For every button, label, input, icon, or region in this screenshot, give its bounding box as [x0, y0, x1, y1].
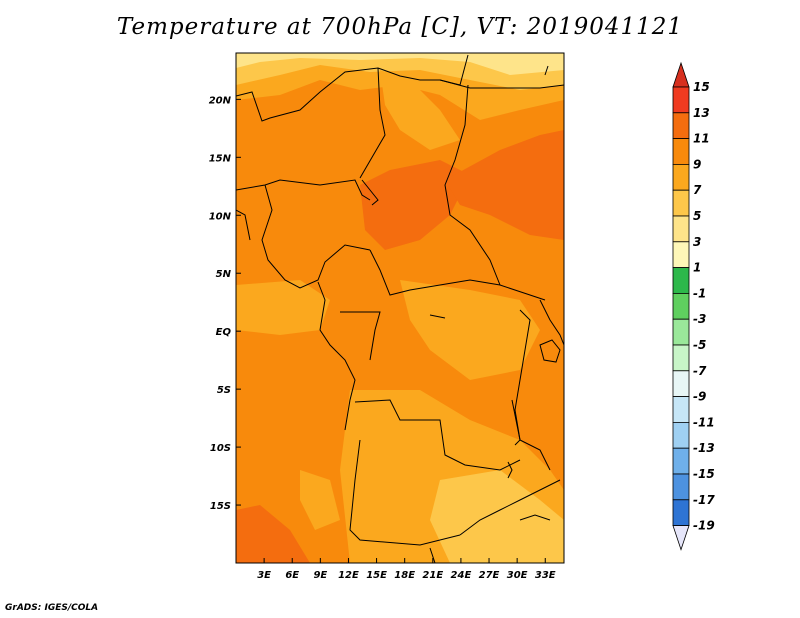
x-tick-label: 18E	[394, 570, 415, 581]
colorbar-box	[672, 447, 690, 475]
boundary-chad-sudan	[444, 84, 501, 286]
boundary-angola-north	[354, 399, 521, 471]
y-tick-label: 5S	[217, 385, 231, 396]
map-frame	[235, 52, 565, 564]
colorbar-box	[672, 112, 690, 140]
colorbar-label: -11	[693, 415, 715, 429]
field-zone-central-north-9	[380, 70, 460, 150]
colorbar-label: 11	[693, 132, 710, 146]
x-tick-label: 15E	[366, 570, 387, 581]
boundary-car-south	[369, 249, 546, 301]
boundary-niger-chad	[359, 67, 386, 179]
colorbar-box	[672, 267, 690, 294]
colorbar-box	[672, 86, 690, 114]
field-zone-north-5	[236, 53, 564, 75]
colorbar-label: 3	[693, 235, 701, 249]
latitude-axis: 20N 15N 10N 5N EQ 5S 10S 15S	[209, 95, 241, 512]
field-zone-southwest-13	[236, 505, 310, 563]
field-zone-west-9	[236, 280, 330, 335]
boundary-libya-egypt	[439, 79, 564, 89]
lake-mweru	[507, 461, 513, 479]
boundary-angola-south	[349, 439, 461, 546]
field-zone-hot-east-13	[445, 130, 564, 240]
colorbar-bottom-arrow	[672, 525, 690, 551]
colorbar-label: -19	[693, 519, 715, 533]
x-tick-label: 12E	[338, 570, 359, 581]
y-tick-label: 20N	[209, 95, 232, 106]
colorbar-label: 9	[693, 157, 701, 171]
colorbar-box	[672, 215, 690, 243]
colorbar-label: 7	[693, 183, 702, 197]
lake-tanganyika	[511, 399, 521, 446]
country-boundaries	[236, 54, 564, 563]
colorbar-box	[672, 163, 690, 191]
colorbar-box	[672, 344, 690, 372]
field-zone-hot-core-13	[360, 160, 470, 250]
colorbar-label: 1	[693, 261, 701, 275]
boundary-gabon-coast	[317, 281, 356, 431]
colorbar-box	[672, 292, 690, 320]
field-zone-congo-9	[400, 280, 540, 380]
grads-credit: GrADS: IGES/COLA	[5, 603, 99, 613]
colorbar-label: 13	[693, 106, 710, 120]
lake-victoria	[539, 339, 561, 363]
colorbar-box	[672, 241, 690, 269]
colorbar-box	[672, 421, 690, 449]
colorbar-label: -17	[693, 493, 715, 507]
colorbar-label: -3	[693, 312, 706, 326]
colorbar-label: 15	[693, 80, 710, 94]
colorbar-box	[672, 499, 690, 526]
colorbar: 15 13 11 9 7 5 3 1 -1 -3 -5 -7 -9 -11 -13 -15 -17 -19	[672, 61, 715, 551]
boundary-zambia-south	[459, 479, 561, 536]
field-zone-south-7	[430, 470, 564, 563]
lake-chad	[361, 179, 379, 206]
y-tick-label: 15N	[209, 153, 232, 164]
colorbar-label: -5	[693, 338, 706, 352]
colorbar-label: -13	[693, 441, 715, 455]
boundary-coast-guinea	[236, 209, 251, 241]
x-tick-label: 21E	[422, 570, 443, 581]
colorbar-label: -1	[693, 286, 706, 300]
x-tick-label: 27E	[479, 570, 500, 581]
field-zone-coastal-9	[300, 470, 340, 530]
colorbar-top-arrow	[672, 61, 690, 88]
colorbar-label: 5	[693, 209, 701, 223]
page-title: Temperature at 700hPa [C], VT: 201904112…	[116, 14, 684, 40]
boundary-uganda	[539, 299, 564, 346]
x-tick-label: 24E	[451, 570, 472, 581]
river-congo-1	[429, 314, 446, 319]
colorbar-box	[672, 396, 690, 423]
boundary-lake-kariba	[519, 514, 551, 521]
coast-nile-delta	[544, 65, 549, 76]
y-tick-label: 5N	[216, 269, 232, 280]
temperature-field	[236, 53, 564, 563]
colorbar-label: -9	[693, 390, 706, 404]
x-tick-label: 33E	[535, 570, 556, 581]
colorbar-label: -7	[693, 364, 707, 378]
boundary-botswana	[429, 547, 436, 563]
colorbar-box	[672, 318, 690, 346]
x-tick-label: 30E	[507, 570, 528, 581]
colorbar-box	[672, 473, 690, 501]
colorbar-label: -15	[693, 467, 715, 481]
x-tick-label: 9E	[313, 570, 327, 581]
colorbar-box	[672, 138, 690, 165]
boundary-great-lakes	[514, 309, 551, 471]
longitude-axis: 3E 6E 9E 12E 15E 18E 21E 24E 27E 30E 33E	[257, 558, 556, 581]
colorbar-box	[672, 189, 690, 217]
y-tick-label: 10N	[209, 211, 232, 222]
boundary-congo	[340, 311, 381, 361]
y-tick-label: EQ	[216, 327, 232, 338]
y-tick-label: 15S	[210, 501, 231, 512]
x-tick-label: 3E	[257, 570, 271, 581]
x-tick-label: 6E	[285, 570, 299, 581]
boundary-nigeria	[261, 184, 371, 289]
colorbar-box	[672, 370, 690, 397]
y-tick-label: 10S	[210, 443, 231, 454]
